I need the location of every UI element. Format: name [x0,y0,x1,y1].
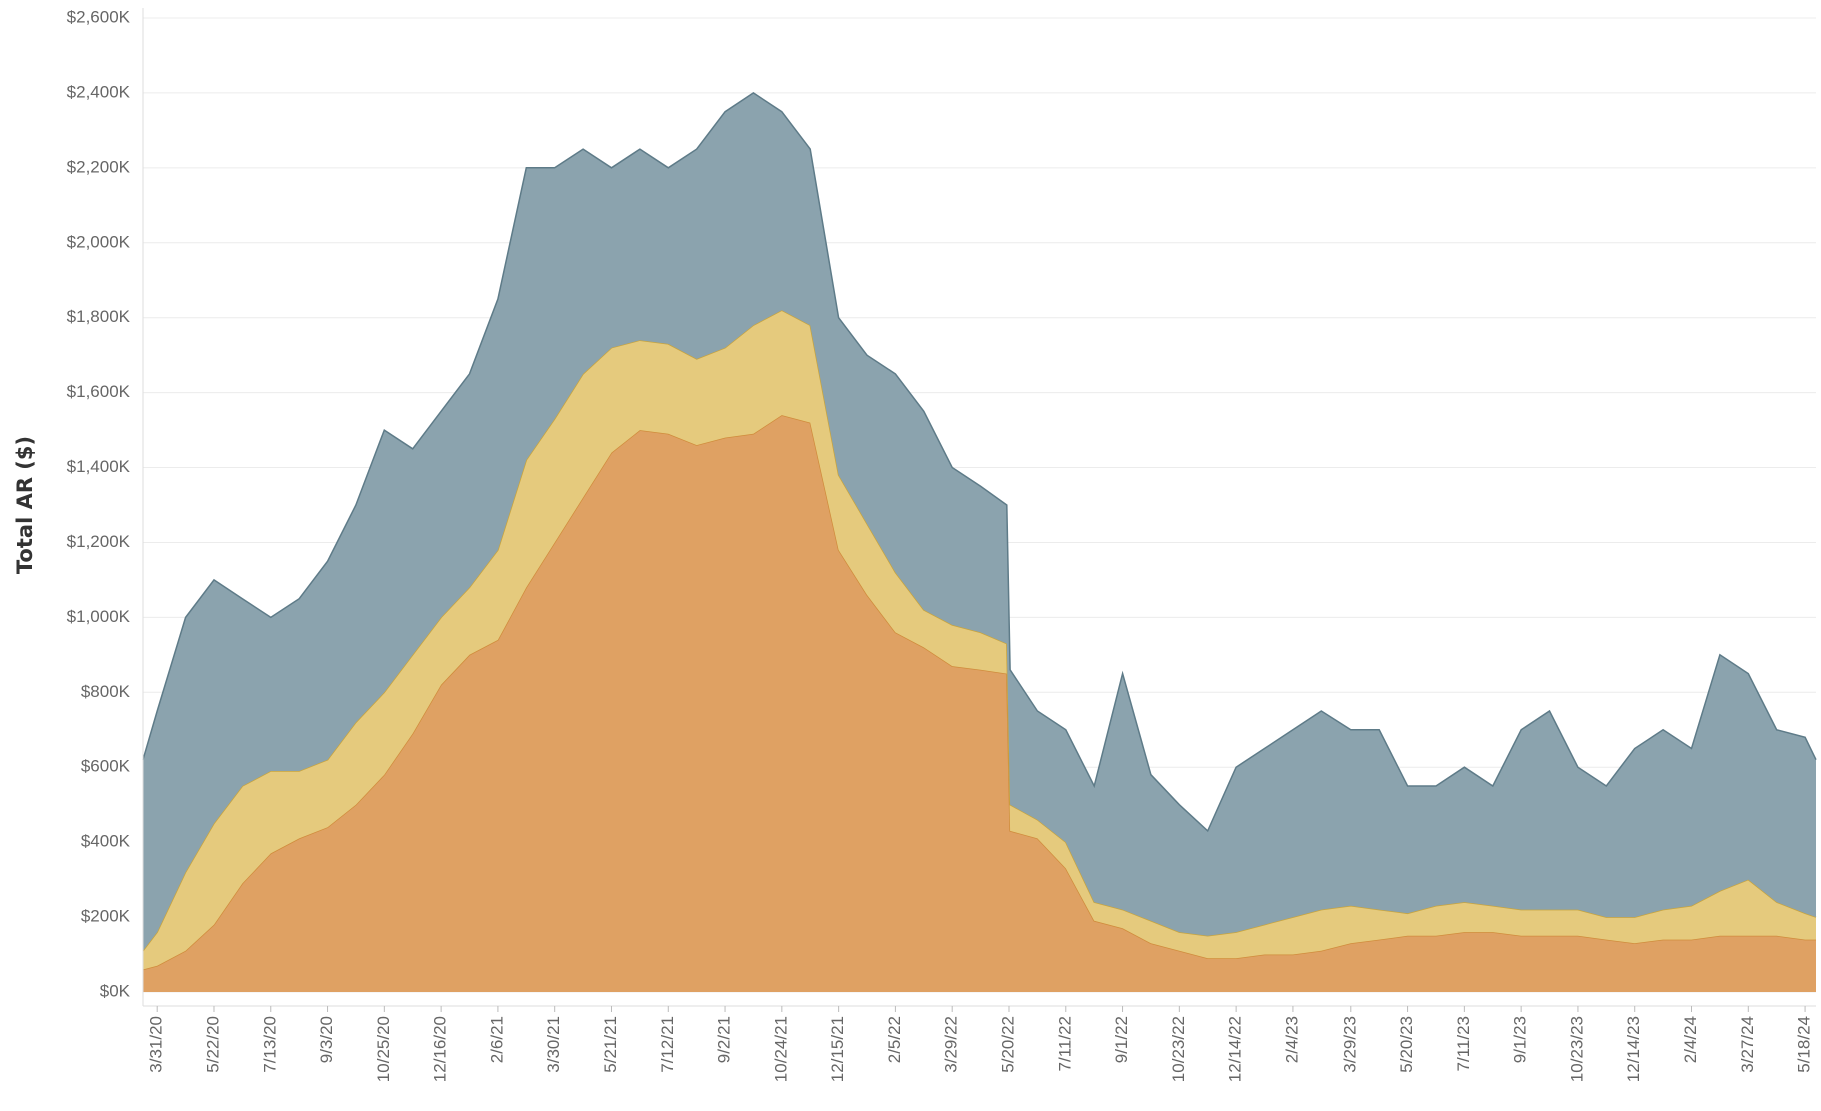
x-tick-label: 7/11/22 [1055,1016,1074,1071]
x-tick-label: 2/4/24 [1681,1016,1700,1063]
y-tick-label: $2,600K [67,7,131,26]
y-tick-label: $2,000K [67,232,131,251]
y-tick-label: $1,000K [67,607,131,626]
x-tick-label: 3/27/24 [1738,1016,1757,1073]
x-tick-label: 9/3/20 [317,1016,336,1063]
x-tick-label: 2/4/23 [1282,1016,1301,1063]
x-tick-label: 10/24/21 [771,1016,790,1082]
x-tick-label: 5/22/20 [203,1016,222,1073]
y-tick-label: $2,200K [67,157,131,176]
x-tick-label: 7/12/21 [658,1016,677,1073]
y-tick-label: $1,400K [67,457,131,476]
x-tick-label: 7/13/20 [260,1016,279,1073]
x-tick-label: 7/11/23 [1454,1016,1473,1071]
y-tick-label: $200K [81,907,131,926]
y-axis-title: Total AR ($) [13,436,37,574]
y-tick-label: $2,400K [67,82,131,101]
y-tick-label: $1,800K [67,307,131,326]
x-tick-label: 3/29/22 [942,1016,961,1073]
x-tick-label: 5/20/22 [998,1016,1017,1073]
series-area [143,415,1816,993]
y-tick-label: $800K [81,682,131,701]
x-tick-label: 5/20/23 [1397,1016,1416,1073]
x-tick-label: 5/18/24 [1795,1016,1814,1073]
x-tick-label: 9/2/21 [715,1016,734,1063]
y-tick-label: $1,600K [67,382,131,401]
x-tick-label: 3/31/20 [147,1016,166,1073]
y-tick-label: $600K [81,757,131,776]
y-tick-label: $400K [81,832,131,851]
x-tick-label: 10/23/23 [1567,1016,1586,1082]
x-tick-label: 9/1/22 [1112,1016,1131,1063]
x-tick-label: 3/29/23 [1340,1016,1359,1073]
series-line [142,92,1817,833]
x-tick-label: 9/1/23 [1511,1016,1530,1063]
x-tick-label: 3/30/21 [544,1016,563,1073]
x-tick-label: 12/14/23 [1624,1016,1643,1082]
x-tick-label: 2/6/21 [487,1016,506,1063]
series-area [143,310,1816,970]
y-tick-label: $1,200K [67,532,131,551]
series-area [143,92,1816,951]
x-tick-label: 12/14/22 [1226,1016,1245,1082]
x-tick-label: 10/23/22 [1169,1016,1188,1082]
y-tick-label: $0K [100,981,131,1000]
x-tick-label: 2/5/22 [885,1016,904,1063]
x-tick-label: 12/16/20 [431,1016,450,1082]
x-tick-label: 5/21/21 [601,1016,620,1073]
x-tick-label: 12/15/21 [828,1016,847,1082]
x-tick-label: 10/25/20 [374,1016,393,1082]
